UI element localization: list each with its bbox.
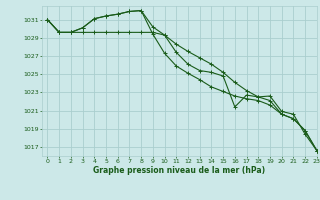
X-axis label: Graphe pression niveau de la mer (hPa): Graphe pression niveau de la mer (hPa): [93, 166, 265, 175]
